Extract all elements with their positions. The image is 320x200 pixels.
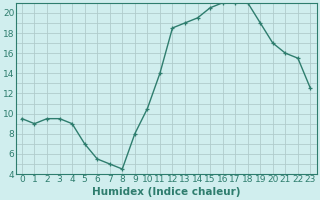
X-axis label: Humidex (Indice chaleur): Humidex (Indice chaleur) bbox=[92, 187, 240, 197]
